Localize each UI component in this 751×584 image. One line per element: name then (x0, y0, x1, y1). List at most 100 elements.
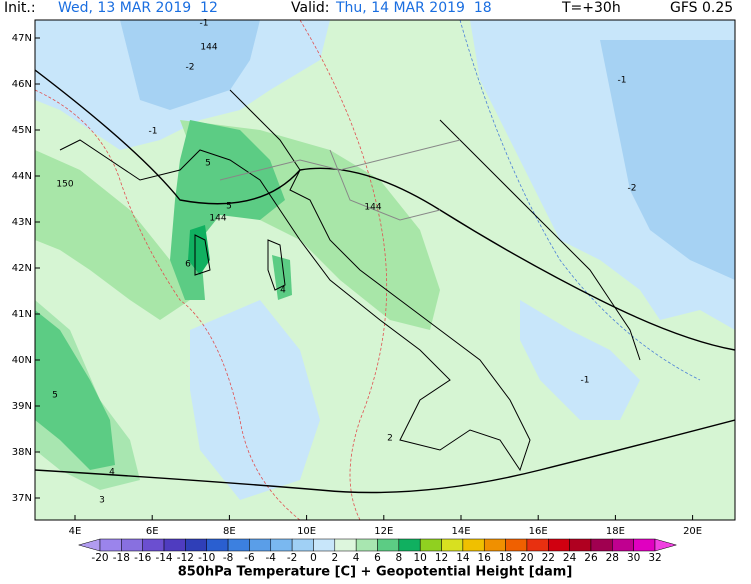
colorbar-label: -6 (244, 552, 255, 564)
isotherm (459, 20, 701, 381)
lon-label: 10E (297, 526, 316, 537)
colorbar-box (99, 538, 122, 552)
contour-label: 5 (226, 202, 232, 212)
colorbar-box (441, 538, 464, 552)
border (219, 139, 461, 221)
colorbar-box (249, 538, 272, 552)
colorbar-label: -16 (134, 552, 151, 564)
contour-label: 4 (280, 286, 286, 296)
warm-area (35, 310, 115, 470)
colorbar-label: -8 (223, 552, 233, 564)
colorbar-box (185, 538, 207, 552)
colorbar-box (227, 538, 250, 552)
lon-label: 20E (683, 526, 702, 537)
contour-label: -1 (618, 76, 627, 86)
contour-label: 3 (99, 496, 105, 506)
lat-label: 39N (12, 401, 32, 412)
valid-time: Thu, 14 MAR 2019 18 (335, 0, 492, 16)
isotherm (299, 20, 388, 520)
contour-label: 4 (109, 468, 115, 478)
init-time: Wed, 13 MAR 2019 12 (58, 0, 218, 16)
contour-label: -1 (149, 127, 158, 137)
contour-label: 5 (52, 391, 58, 401)
colorbar-box (334, 538, 357, 552)
lon-label: 18E (606, 526, 625, 537)
lat-label: 45N (12, 125, 32, 136)
colorbar-label: -2 (287, 552, 297, 564)
colorbar-label: 0 (310, 552, 317, 564)
coastline (439, 119, 641, 361)
lat-label: 38N (12, 447, 32, 458)
colorbar-label: 32 (648, 552, 661, 564)
colorbar-label: 14 (456, 552, 470, 564)
colorbar-label: -20 (91, 552, 108, 564)
cold-area (520, 300, 640, 420)
isotherm (35, 89, 301, 520)
colorbar-box (505, 538, 528, 552)
valid-label: Valid: (291, 0, 329, 16)
colorbar-label: 10 (414, 552, 427, 564)
mild-area (35, 150, 190, 320)
height-contour (35, 419, 735, 494)
contour-label: 144 (209, 214, 226, 224)
colorbar-box (121, 538, 143, 552)
island (194, 234, 286, 291)
cold-area (120, 20, 260, 110)
colorbar-box (291, 538, 314, 552)
colorbar-label: -12 (177, 552, 194, 564)
colorbar-box (398, 538, 421, 552)
colorbar-label: -4 (266, 552, 277, 564)
colorbar-label: -10 (198, 552, 215, 564)
lat-label: 40N (12, 355, 32, 366)
contour-label: 144 (364, 203, 381, 213)
colorbar-label: 30 (627, 552, 640, 564)
colorbar-label: 28 (606, 552, 619, 564)
colorbar-label: 2 (331, 552, 338, 564)
colorbar-label: 8 (396, 552, 403, 564)
colorbar-box (548, 538, 570, 552)
contour-label: 144 (200, 43, 217, 53)
lat-label: 42N (12, 263, 32, 274)
lon-label: 4E (69, 526, 82, 537)
colorbar-label: -18 (113, 552, 130, 564)
colorbar-label: 6 (374, 552, 381, 564)
colorbar-label: 16 (478, 552, 492, 564)
colorbar-label: 18 (499, 552, 512, 564)
lon-label: 8E (223, 526, 236, 537)
colorbar-box (313, 538, 336, 552)
model-name: GFS 0.25 (670, 0, 733, 16)
colorbar-box (633, 538, 656, 552)
colorbar-box (590, 538, 613, 552)
map-frame (34, 19, 736, 521)
colorbar-box (377, 538, 400, 552)
lat-label: 43N (12, 217, 32, 228)
contour-label: 2 (387, 434, 393, 444)
lon-label: 16E (529, 526, 548, 537)
colorbar-box (206, 538, 229, 552)
warm-core (188, 225, 210, 275)
colorbar-box (612, 538, 634, 552)
lon-label: 14E (451, 526, 470, 537)
lead-time: T=+30h (561, 0, 621, 16)
colorbar: -20 -18 -16 -14 -12 -10 -8 -6 -4 -2 0 2 4 6 8 10 12 14 16 1… (77, 538, 678, 564)
lon-label: 12E (374, 526, 393, 537)
lat-label: 41N (12, 309, 32, 320)
colorbar-label: 12 (435, 552, 448, 564)
contour-label: -2 (186, 63, 195, 73)
init-label: Init.: (4, 0, 36, 16)
contour-label: -1 (200, 19, 209, 29)
colorbar-box (163, 538, 186, 552)
colorbar-box (526, 538, 549, 552)
colorbar-box (483, 538, 506, 552)
height-contour (35, 69, 735, 351)
colorbar-box (462, 538, 485, 552)
colorbar-label: 24 (563, 552, 577, 564)
map-area (34, 19, 736, 521)
lat-label: 47N (12, 33, 32, 44)
coastline (59, 89, 531, 472)
colorbar-label: 4 (353, 552, 360, 564)
colorbar-arrow (654, 538, 678, 552)
colorbar-label: 20 (520, 552, 533, 564)
colorbar-box (419, 538, 442, 552)
